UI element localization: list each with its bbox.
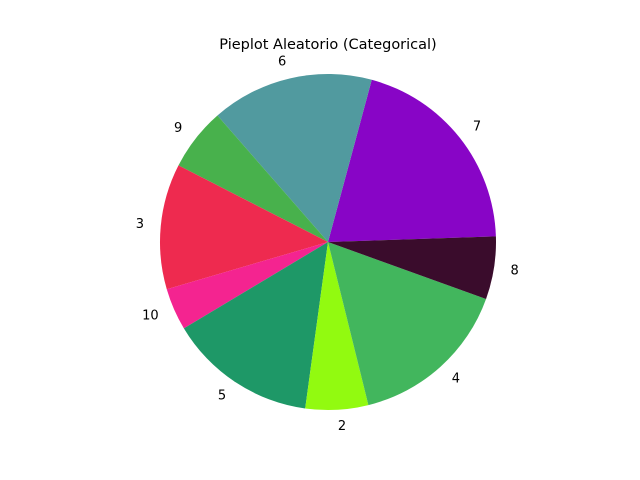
pie-slices [159,73,497,410]
pie-label-4: 4 [452,372,460,387]
pie-slice-6 [217,73,372,242]
pie-slice-8 [328,236,497,299]
pie-label-9: 9 [174,121,182,136]
pie-slice-7 [328,79,496,242]
chart-title: Pieplot Aleatorio (Categorical) [219,37,436,53]
pie-slice-4 [328,242,487,406]
pie-label-8: 8 [511,263,519,278]
pie-label-6: 6 [278,54,286,69]
pie-labels: 7 6 9 3 10 5 2 4 8 [136,54,519,434]
pie-slice-5 [183,242,328,409]
pie-slice-2 [305,242,369,410]
pie-label-7: 7 [473,120,481,135]
pie-slice-9 [178,115,328,242]
pie-label-10: 10 [142,309,159,324]
pie-slice-10 [166,242,328,329]
pie-slice-3 [159,165,328,290]
pie-label-5: 5 [218,389,226,404]
pie-label-3: 3 [136,217,144,232]
pie-label-2: 2 [338,419,346,434]
